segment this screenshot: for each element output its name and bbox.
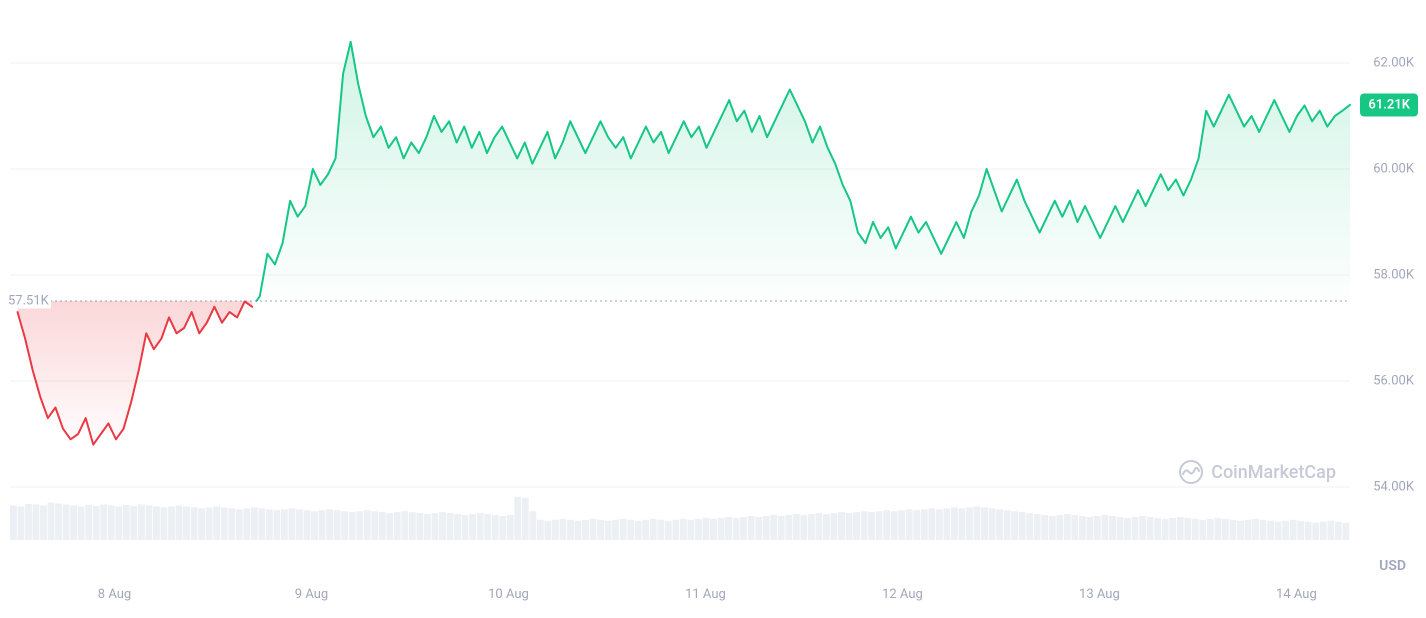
y-tick-label: 58.00K <box>1373 268 1414 283</box>
coinmarketcap-icon <box>1179 460 1203 484</box>
y-tick-label: 54.00K <box>1373 480 1414 495</box>
x-tick-label: 11 Aug <box>685 587 726 602</box>
x-tick-label: 13 Aug <box>1079 587 1120 602</box>
y-tick-label: 62.00K <box>1373 56 1414 71</box>
start-price-label: 57.51K <box>6 293 51 308</box>
price-chart[interactable] <box>0 0 1426 614</box>
x-tick-label: 10 Aug <box>488 587 529 602</box>
watermark: CoinMarketCap <box>1179 460 1336 484</box>
x-tick-label: 14 Aug <box>1276 587 1317 602</box>
x-tick-label: 8 Aug <box>98 587 131 602</box>
x-tick-label: 9 Aug <box>295 587 328 602</box>
y-tick-label: 60.00K <box>1373 162 1414 177</box>
x-tick-label: 12 Aug <box>882 587 923 602</box>
current-price-badge: 61.21K <box>1360 93 1418 116</box>
y-tick-label: 56.00K <box>1373 374 1414 389</box>
currency-label: USD <box>1379 558 1406 574</box>
watermark-text: CoinMarketCap <box>1211 462 1336 483</box>
chart-svg <box>0 0 1426 614</box>
